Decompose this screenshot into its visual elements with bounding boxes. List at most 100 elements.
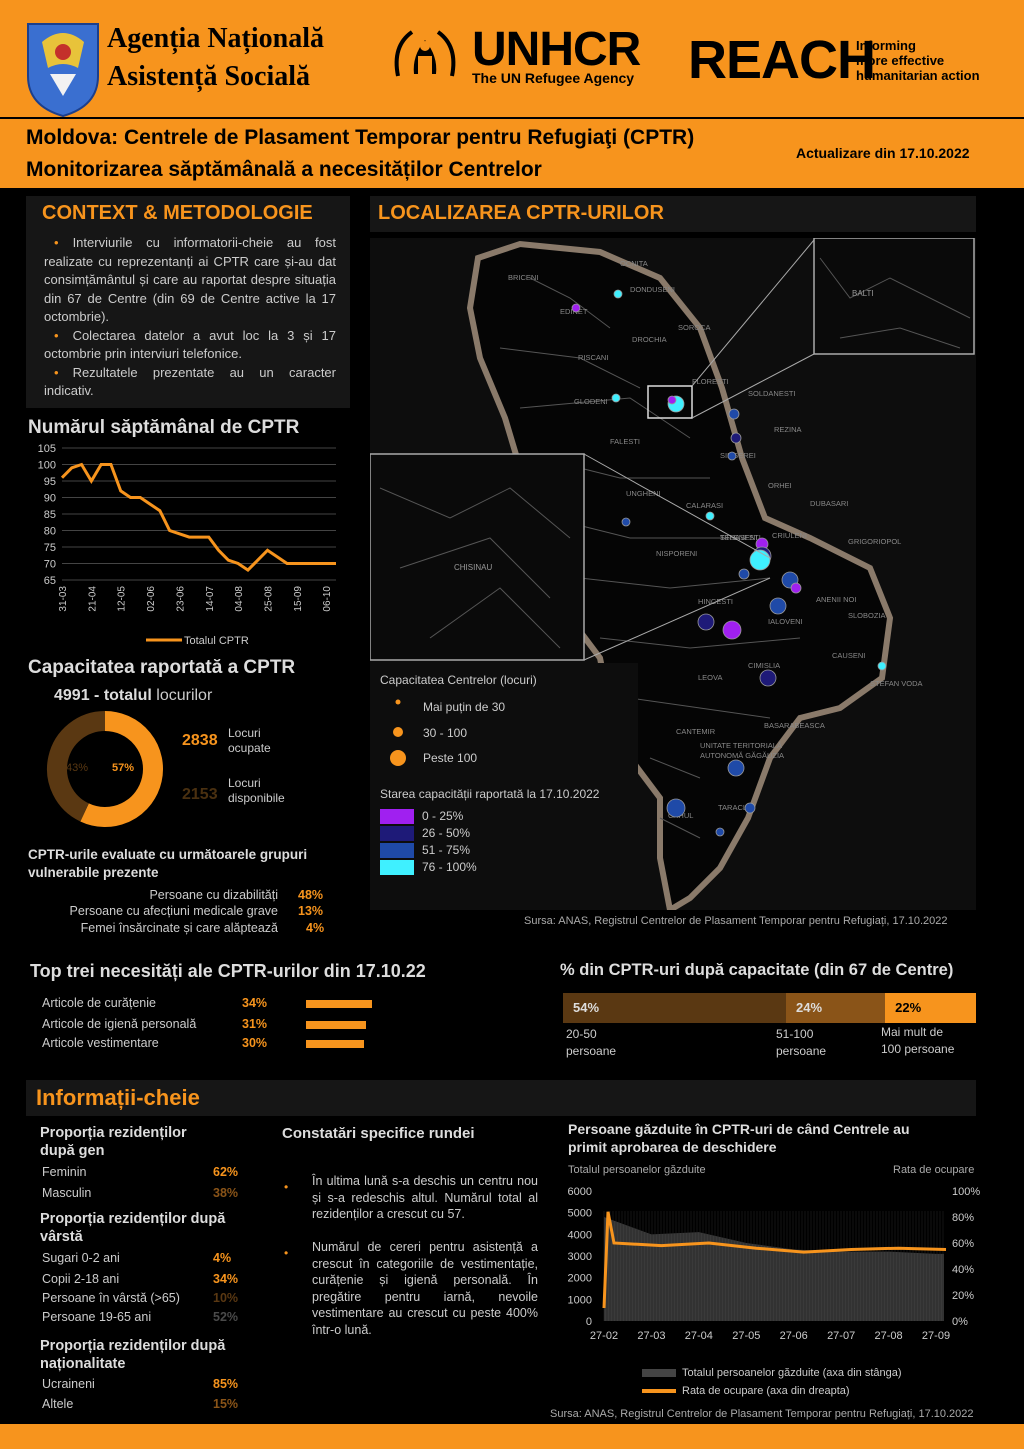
- occupied-label-2: ocupate: [228, 741, 271, 756]
- gender-label-female: Feminin: [42, 1165, 86, 1179]
- legend-state-row: 76 - 100%: [380, 859, 477, 875]
- bycap-segment-3: 22%: [885, 993, 976, 1023]
- x-tick-label: 23-06: [175, 586, 186, 612]
- y2-tick-label: 80%: [952, 1212, 974, 1224]
- district-label: UNITATE TERITORIALĂ: [700, 741, 782, 750]
- reach-tagline-2: more effective: [856, 53, 980, 68]
- legend-dot-large: [390, 750, 406, 766]
- header-divider: [0, 117, 1024, 119]
- vulnerable-label-1: Persoane cu dizabilități: [149, 888, 278, 902]
- bycap-stacked-bar: 54% 24% 22%: [563, 993, 976, 1023]
- district-label: CANTEMIR: [676, 727, 716, 736]
- vulnerable-label-2: Persoane cu afecțiuni medicale grave: [70, 904, 278, 918]
- legend-dot-small: [396, 700, 401, 705]
- centre-marker: [716, 828, 724, 836]
- context-bullets: Interviurile cu informatorii-cheie au fo…: [44, 234, 336, 401]
- y-tick-label: 5000: [568, 1208, 592, 1220]
- x-tick-label: 27-03: [637, 1330, 665, 1342]
- centre-marker: [791, 583, 801, 593]
- bycap-label-2: 51-100 persoane: [776, 1026, 826, 1060]
- district-label: FALESTI: [610, 437, 640, 446]
- vulnerable-value-1: 48%: [298, 888, 323, 902]
- need-value-3: 30%: [242, 1036, 267, 1050]
- need-bar-3: [306, 1040, 364, 1048]
- weekly-chart-heading: Numărul săptămânal de CPTR: [28, 417, 299, 439]
- bycap-label-1: 20-50 persoane: [566, 1026, 616, 1060]
- title-line-1: Moldova: Centrele de Plasament Temporar …: [26, 122, 694, 154]
- centre-marker: [706, 512, 714, 520]
- x-tick-label: 27-05: [732, 1330, 760, 1342]
- bycap-label-1a: 20-50: [566, 1026, 616, 1043]
- legend-state-swatches: 0 - 25% 26 - 50% 51 - 75% 76 - 100%: [380, 808, 580, 880]
- y2-tick-label: 20%: [952, 1290, 974, 1302]
- district-label: GRIGORIOPOL: [848, 537, 901, 546]
- centre-marker: [739, 569, 749, 579]
- x-tick-label: 27-02: [590, 1330, 618, 1342]
- centre-marker: [729, 409, 739, 419]
- reach-wordmark: REACH: [688, 30, 875, 90]
- vulnerable-label-3: Femei însărcinate și care alăptează: [81, 921, 278, 935]
- centre-marker: [770, 598, 786, 614]
- context-bullet-1-text: Interviurile cu informatorii-cheie au fo…: [44, 235, 336, 324]
- district-label: FLORESTI: [692, 377, 729, 386]
- legend-capacity-dots: [384, 693, 414, 773]
- hosted-legend-swatches: [640, 1366, 680, 1398]
- unhcr-emblem-logo: [388, 26, 462, 88]
- y-tick-label: 75: [44, 542, 56, 554]
- district-label: SLOBOZIA: [848, 611, 886, 620]
- footer-source: Sursa: ANAS, Registrul Centrelor de Plas…: [550, 1408, 974, 1420]
- bycap-segment-2: 24%: [786, 993, 885, 1023]
- x-tick-label: 15-09: [293, 586, 304, 612]
- x-tick-label: 27-04: [685, 1330, 713, 1342]
- agency-line-2: Asistență Socială: [107, 58, 324, 96]
- vulnerable-heading-2: vulnerabile prezente: [28, 864, 307, 882]
- legend-capacity-title: Capacitatea Centrelor (locuri): [380, 673, 537, 687]
- y-tick-label: 95: [44, 476, 56, 488]
- chisinau-inset-label: CHISINAU: [454, 563, 492, 572]
- x-tick-label: 02-06: [146, 586, 157, 612]
- x-tick-label: 21-04: [87, 586, 98, 612]
- x-tick-label: 27-08: [875, 1330, 903, 1342]
- bycap-label-3b: 100 persoane: [881, 1041, 954, 1058]
- key-info-heading: Informații-cheie: [36, 1085, 200, 1111]
- occupied-label-1: Locuri: [228, 726, 271, 741]
- gender-label-male: Masculin: [42, 1186, 91, 1200]
- header-banner: Agenția Națională Asistență Socială UNHC…: [0, 0, 1024, 188]
- nationality-heading-2: naționalitate: [40, 1355, 225, 1373]
- x-tick-label: 31-03: [58, 586, 69, 612]
- district-label: BASARABEASCA: [764, 721, 825, 730]
- nationality-heading-1: Proporția rezidenților după: [40, 1337, 225, 1355]
- age-label-2: Copii 2-18 ani: [42, 1272, 119, 1286]
- finding-bullet-1: •: [284, 1180, 288, 1194]
- hosted-persons-chart: 6000500040003000200010000100%80%60%40%20…: [560, 1178, 990, 1353]
- y-tick-label: 65: [44, 575, 56, 587]
- available-label: Locuri disponibile: [228, 776, 285, 806]
- hosted-right-axis-title: Rata de ocupare: [893, 1164, 974, 1176]
- district-label: ORHEI: [768, 481, 792, 490]
- centre-marker: [723, 621, 741, 639]
- finding-1: În ultima lună s-a deschis un centru nou…: [312, 1173, 538, 1223]
- hosted-heading-1: Persoane găzduite în CPTR-uri de când Ce…: [568, 1120, 910, 1138]
- age-heading-1: Proporția rezidenților după: [40, 1210, 225, 1228]
- capacity-total-number: 4991 - totalul: [54, 687, 152, 704]
- district-label: BRICENI: [508, 273, 538, 282]
- hosted-legend-1: Totalul persoanelor găzduite (axa din st…: [682, 1367, 902, 1379]
- age-value-2: 34%: [213, 1272, 238, 1286]
- legend-state-swatch: [380, 809, 414, 824]
- footer-bar: [0, 1424, 1024, 1449]
- legend-state-label: 51 - 75%: [422, 843, 470, 857]
- map-heading: LOCALIZAREA CPTR-URILOR: [378, 202, 664, 225]
- age-value-1: 4%: [213, 1251, 231, 1265]
- centre-marker: [612, 394, 620, 402]
- age-value-3: 10%: [213, 1291, 238, 1305]
- chisinau-inset: [370, 454, 584, 660]
- series-line-totalul-cptr: [62, 465, 336, 571]
- needs-heading: Top trei necesități ale CPTR-urilor din …: [30, 961, 426, 982]
- hosted-legend-2: Rata de ocupare (axa din dreapta): [682, 1385, 850, 1397]
- vulnerable-heading-1: CPTR-urile evaluate cu următoarele grupu…: [28, 846, 307, 864]
- finding-2: Numărul de cereri pentru asistență a cre…: [312, 1239, 538, 1338]
- context-bullet-3: Rezultatele prezentate au un caracter in…: [44, 364, 336, 401]
- age-heading: Proporția rezidenților după vârstă: [40, 1210, 225, 1246]
- centre-marker: [760, 670, 776, 686]
